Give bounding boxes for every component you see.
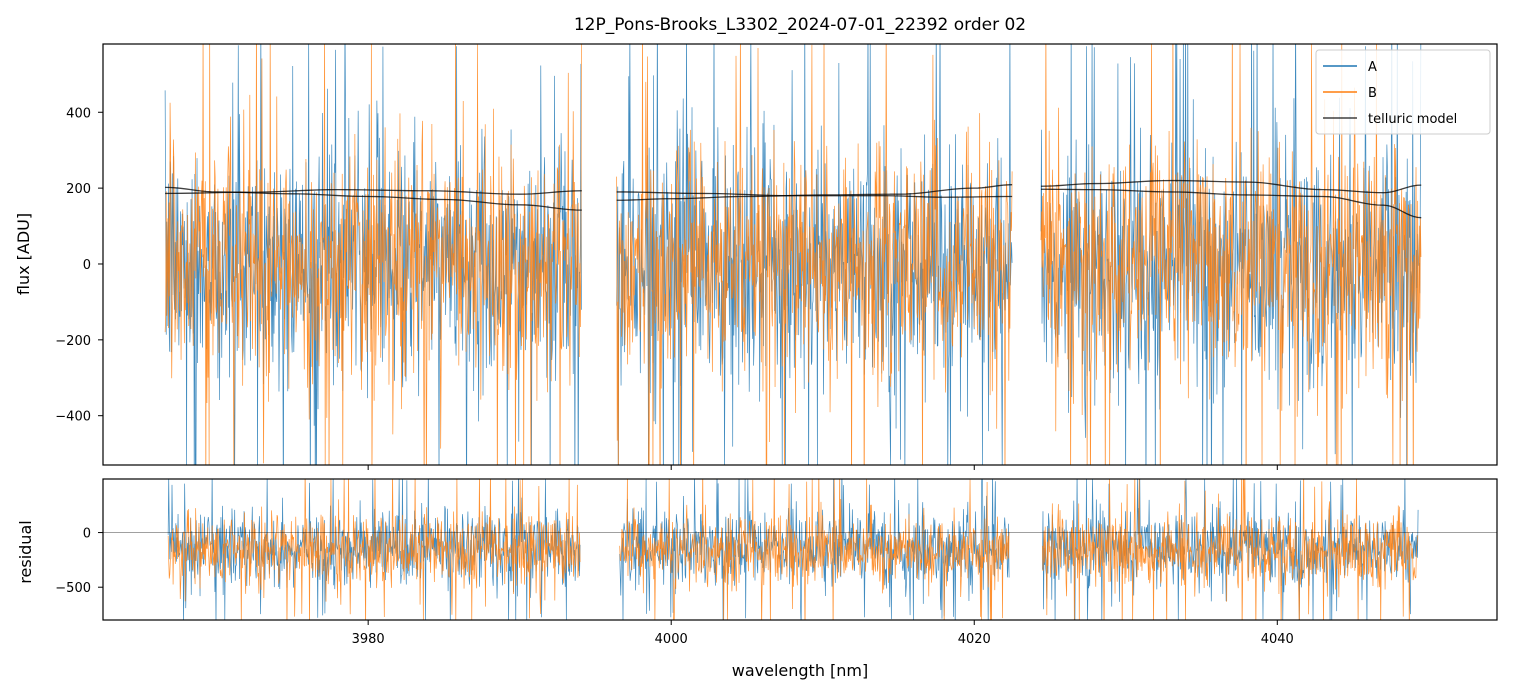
flux-series-b-segment-1 (616, 44, 1013, 465)
residual-series-b-segment-1 (619, 479, 1010, 620)
flux-y-tick-label: 200 (66, 182, 91, 197)
x-axis-label: wavelength [nm] (732, 661, 869, 680)
flux-y-tick-label: −200 (55, 334, 91, 349)
flux-panel: −400 −200 0 200 400 flux [ADU] A B telluric … (14, 43, 1498, 470)
residual-y-axis-label: residual (16, 520, 35, 583)
residual-y-tick-label: −500 (55, 581, 91, 596)
x-tick-label: 3980 (352, 632, 385, 647)
legend-label-a: A (1368, 60, 1377, 75)
residual-plot-area (103, 479, 1497, 620)
telluric-model-curve-0 (165, 186, 582, 211)
residual-series-a-segment-2 (1042, 479, 1419, 620)
flux-y-tick-label: 0 (83, 258, 91, 273)
residual-series-b-segment-0 (167, 479, 581, 620)
flux-y-tick-label: 400 (66, 106, 91, 121)
x-tick-label: 4020 (958, 632, 991, 647)
residual-y-ticks: −500 0 (55, 527, 103, 596)
residual-series-b-segment-2 (1042, 479, 1419, 620)
legend-box (1315, 49, 1491, 135)
telluric-model-curve-5 (1040, 188, 1422, 219)
residual-y-tick-label: 0 (83, 527, 91, 542)
flux-plot-area (164, 44, 1422, 465)
chart-title: 12P_Pons-Brooks_L3302_2024-07-01_22392 o… (574, 15, 1026, 35)
flux-series-b-segment-0 (164, 44, 582, 465)
legend: A B telluric model (1315, 49, 1491, 135)
legend-label-b: B (1368, 86, 1377, 101)
legend-label-telluric: telluric model (1368, 112, 1457, 127)
telluric-model-curve-4 (1040, 179, 1422, 194)
telluric-model-curve-2 (616, 184, 1013, 201)
flux-series-b-segment-2 (1040, 44, 1422, 465)
flux-panel-frame (102, 43, 1498, 466)
x-tick-label: 4040 (1261, 632, 1294, 647)
flux-y-tick-label: −400 (55, 410, 91, 425)
x-tick-label: 4000 (655, 632, 688, 647)
residual-panel-frame (102, 478, 1498, 621)
flux-y-axis-label: flux [ADU] (14, 213, 33, 295)
residual-x-ticks: 3980 4000 4020 4040 (352, 620, 1294, 647)
flux-y-ticks: −400 −200 0 200 400 (55, 106, 103, 425)
telluric-model-curve-3 (616, 191, 1013, 198)
telluric-model-curve-1 (165, 188, 582, 195)
flux-x-ticks (367, 465, 1278, 470)
residual-panel: −500 0 3980 4000 4020 4040 residual waveleng… (16, 478, 1498, 680)
